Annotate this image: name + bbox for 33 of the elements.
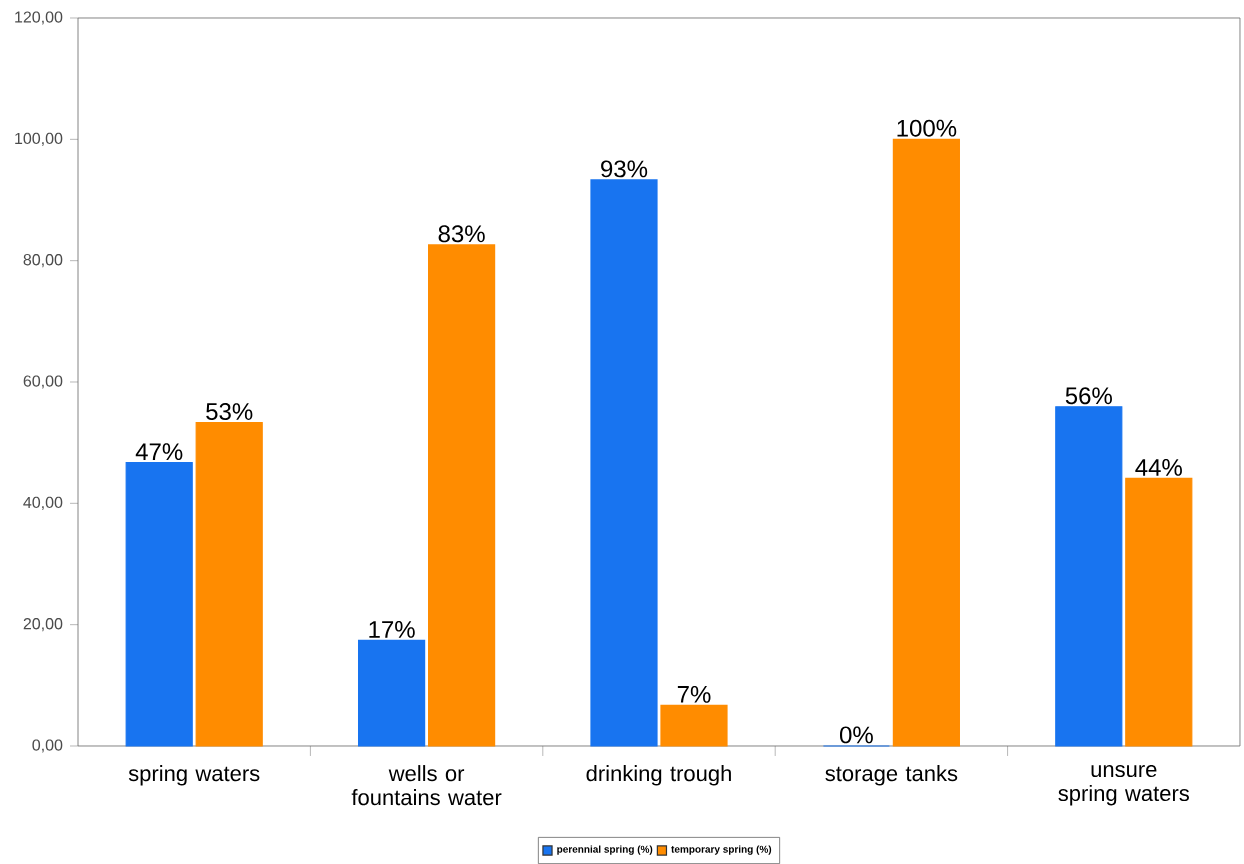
data-label: 53%	[206, 403, 253, 421]
y-tick-label: 60,00	[23, 375, 63, 389]
y-tick-label: 100,00	[15, 132, 63, 146]
data-label: 17%	[369, 621, 415, 638]
data-label: 7%	[677, 685, 711, 703]
x-tick-label: unsure spring waters	[1058, 765, 1189, 806]
data-label: 44%	[1135, 459, 1182, 476]
y-tick-label: 80,00	[23, 254, 63, 268]
legend-label: perennial spring (%)	[557, 845, 653, 855]
legend-label: temporary spring (%)	[671, 845, 772, 855]
data-label: 83%	[438, 225, 485, 243]
y-tick-label: 120,00	[15, 11, 63, 25]
bar	[125, 462, 193, 747]
x-tick-label: storage tanks	[825, 765, 958, 786]
bar	[1055, 406, 1123, 747]
data-label: 0%	[839, 726, 873, 744]
y-tick-label: 40,00	[23, 496, 63, 510]
bar	[1125, 477, 1193, 747]
y-tick-label: 0,00	[32, 739, 63, 753]
x-tick-label: spring waters	[128, 765, 260, 786]
data-label: 47%	[135, 443, 183, 461]
data-label: 93%	[601, 160, 648, 178]
bar	[195, 422, 263, 747]
bar	[660, 704, 728, 747]
y-tick-label: 20,00	[23, 618, 63, 632]
bar	[358, 639, 426, 747]
data-label: 56%	[1065, 387, 1112, 405]
bar	[590, 179, 658, 747]
data-label: 100%	[897, 119, 957, 137]
bar	[892, 138, 960, 747]
x-tick-label: drinking trough	[586, 765, 731, 786]
x-tick-label: wells or fountains water	[351, 765, 502, 806]
bar	[428, 244, 496, 747]
